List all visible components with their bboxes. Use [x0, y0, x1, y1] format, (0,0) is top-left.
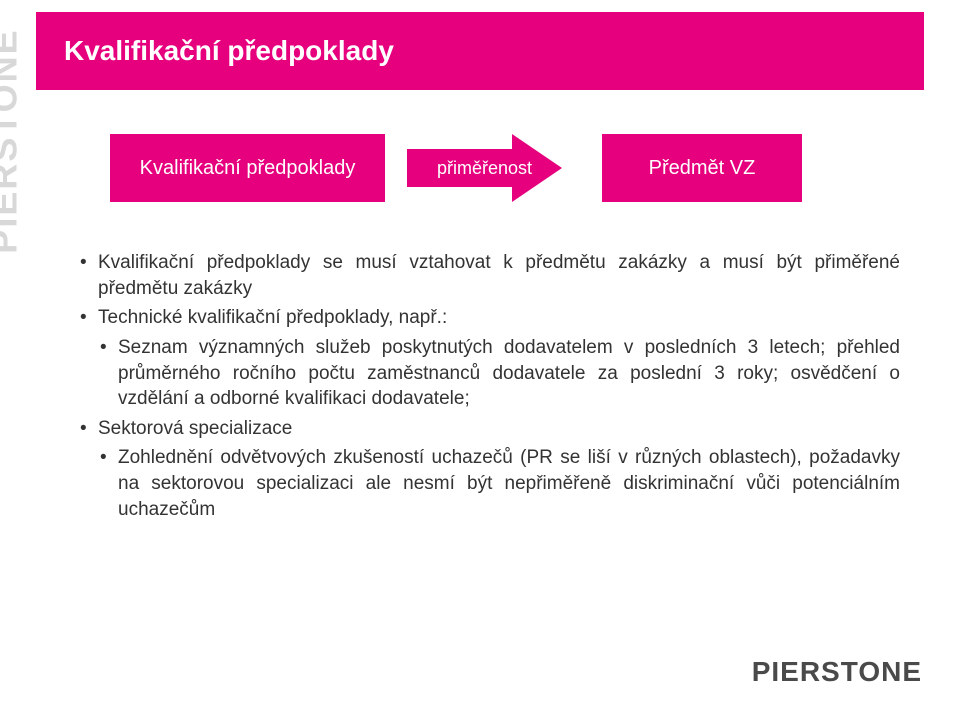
list-item-text: Zohlednění odvětvových zkušeností uchaze…: [118, 447, 900, 519]
flow-box-right: Předmět VZ: [602, 134, 802, 202]
footer-brand: PIERSTONE: [752, 656, 922, 688]
list-item-text: Technické kvalifikační předpoklady, např…: [98, 307, 447, 328]
list-item: Sektorová specializace Zohlednění odvětv…: [78, 416, 900, 523]
list-item-text: Kvalifikační předpoklady se musí vztahov…: [98, 252, 900, 299]
body-content: Kvalifikační předpoklady se musí vztahov…: [78, 250, 900, 526]
flow-diagram: Kvalifikační předpoklady přiměřenost Pře…: [110, 134, 802, 202]
list-item: Technické kvalifikační předpoklady, např…: [78, 305, 900, 412]
flow-box-left: Kvalifikační předpoklady: [110, 134, 385, 202]
list-item: Zohlednění odvětvových zkušeností uchaze…: [98, 445, 900, 522]
list-item-text: Sektorová specializace: [98, 418, 292, 439]
flow-arrow-label: přiměřenost: [437, 158, 532, 179]
bullet-list: Kvalifikační předpoklady se musí vztahov…: [78, 250, 900, 522]
flow-arrow: přiměřenost: [407, 134, 562, 202]
bullet-sublist: Zohlednění odvětvových zkušeností uchaze…: [98, 445, 900, 522]
side-brand: PIERSTONE: [0, 0, 32, 300]
bullet-sublist: Seznam významných služeb poskytnutých do…: [98, 335, 900, 412]
side-brand-text: PIERSTONE: [0, 28, 26, 253]
list-item: Kvalifikační předpoklady se musí vztahov…: [78, 250, 900, 301]
list-item: Seznam významných služeb poskytnutých do…: [98, 335, 900, 412]
title-bar: Kvalifikační předpoklady: [36, 12, 924, 90]
list-item-text: Seznam významných služeb poskytnutých do…: [118, 337, 900, 409]
page-title: Kvalifikační předpoklady: [64, 35, 394, 67]
